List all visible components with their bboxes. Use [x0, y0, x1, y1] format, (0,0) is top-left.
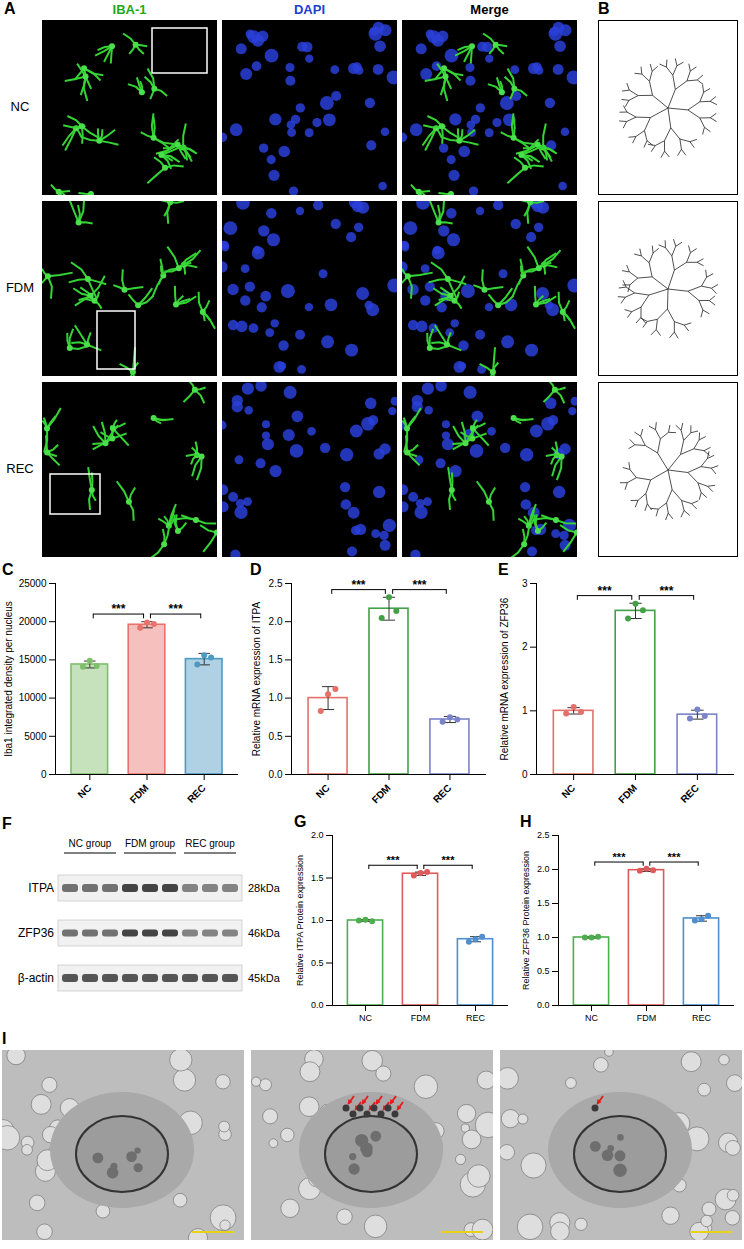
svg-text:1.0: 1.0	[269, 692, 283, 703]
svg-text:28kDa: 28kDa	[248, 882, 281, 894]
svg-text:NC: NC	[314, 782, 332, 800]
svg-text:***: ***	[659, 584, 673, 598]
html-text:E: E	[498, 561, 509, 578]
svg-text:***: ***	[352, 578, 366, 592]
svg-text:0: 0	[41, 769, 47, 780]
svg-text:15000: 15000	[19, 654, 47, 665]
svg-text:***: ***	[442, 854, 456, 866]
svg-text:46kDa: 46kDa	[248, 927, 281, 939]
svg-text:25000: 25000	[19, 578, 47, 589]
svg-text:FDM: FDM	[637, 1013, 657, 1023]
svg-text:2: 2	[522, 641, 528, 652]
svg-text:Relative mRNA expression of IT: Relative mRNA expression of ITPA	[251, 602, 262, 757]
svg-text:NC: NC	[559, 782, 577, 800]
svg-text:ITPA: ITPA	[28, 881, 54, 895]
svg-text:0.5: 0.5	[269, 731, 283, 742]
svg-text:1.0: 1.0	[311, 915, 324, 925]
svg-text:FDM group: FDM group	[125, 838, 175, 849]
svg-text:ZFP36: ZFP36	[18, 926, 54, 940]
html-text:REC: REC	[6, 460, 34, 476]
html-text:D: D	[250, 561, 262, 578]
html-text:DAPI: DAPI	[294, 2, 325, 17]
svg-text:REC: REC	[185, 782, 208, 805]
svg-text:FDM: FDM	[616, 782, 639, 805]
svg-text:FDM: FDM	[411, 1013, 431, 1023]
svg-text:β-actin: β-actin	[18, 971, 54, 985]
svg-text:2.0: 2.0	[311, 830, 324, 840]
html-text:B: B	[598, 0, 610, 17]
svg-text:REC group: REC group	[185, 838, 235, 849]
svg-text:NC: NC	[75, 782, 93, 800]
html-text:NC: NC	[10, 98, 30, 114]
svg-text:2.0: 2.0	[537, 864, 550, 874]
svg-text:0.5: 0.5	[311, 958, 324, 968]
html-text:IBA-1: IBA-1	[112, 2, 147, 17]
svg-text:0.5: 0.5	[537, 966, 550, 976]
svg-text:FDM: FDM	[370, 782, 393, 805]
html-text:Merge: Merge	[470, 2, 509, 17]
svg-text:***: ***	[412, 578, 426, 592]
svg-text:REC: REC	[678, 782, 701, 805]
svg-text:NC: NC	[585, 1013, 598, 1023]
svg-text:REC: REC	[466, 1013, 486, 1023]
svg-text:45kDa: 45kDa	[248, 972, 281, 984]
svg-text:***: ***	[169, 602, 183, 616]
svg-text:0.0: 0.0	[537, 1000, 550, 1010]
svg-text:REC: REC	[431, 782, 454, 805]
svg-text:20000: 20000	[19, 616, 47, 627]
svg-text:Iba1 integrated density per nu: Iba1 integrated density per nucleus	[3, 601, 14, 757]
svg-text:***: ***	[111, 602, 125, 616]
svg-text:0: 0	[522, 769, 528, 780]
svg-text:NC: NC	[359, 1013, 372, 1023]
svg-text:1.5: 1.5	[311, 873, 324, 883]
svg-text:0.0: 0.0	[269, 769, 283, 780]
html-text:FDM: FDM	[5, 279, 35, 295]
svg-text:***: ***	[613, 851, 627, 863]
svg-text:Relative mRNA expression of ZF: Relative mRNA expression of ZFP36	[499, 597, 510, 760]
svg-text:NC group: NC group	[69, 838, 112, 849]
html-text:A: A	[4, 0, 16, 17]
svg-text:***: ***	[598, 584, 612, 598]
html-text:H: H	[520, 813, 532, 830]
svg-text:5000: 5000	[24, 731, 47, 742]
svg-text:1.5: 1.5	[537, 898, 550, 908]
svg-text:Relative ZFP36 Protein express: Relative ZFP36 Protein expression	[521, 851, 531, 990]
svg-text:REC: REC	[692, 1013, 712, 1023]
svg-text:0.0: 0.0	[311, 1000, 324, 1010]
svg-text:FDM: FDM	[128, 782, 151, 805]
svg-text:1.5: 1.5	[269, 654, 283, 665]
svg-text:1.0: 1.0	[537, 932, 550, 942]
svg-text:2.0: 2.0	[269, 616, 283, 627]
html-text:C: C	[2, 561, 14, 578]
svg-text:2.5: 2.5	[537, 830, 550, 840]
svg-text:3: 3	[522, 578, 528, 589]
svg-text:Relative ITPA Protein expressi: Relative ITPA Protein expression	[295, 855, 305, 986]
html-text:G: G	[294, 813, 307, 830]
svg-text:***: ***	[387, 854, 401, 866]
svg-text:2.5: 2.5	[269, 578, 283, 589]
svg-text:10000: 10000	[19, 692, 47, 703]
svg-text:1: 1	[522, 705, 528, 716]
html-text:F: F	[2, 815, 12, 832]
html-text:I: I	[2, 1030, 7, 1047]
svg-text:***: ***	[668, 851, 682, 863]
